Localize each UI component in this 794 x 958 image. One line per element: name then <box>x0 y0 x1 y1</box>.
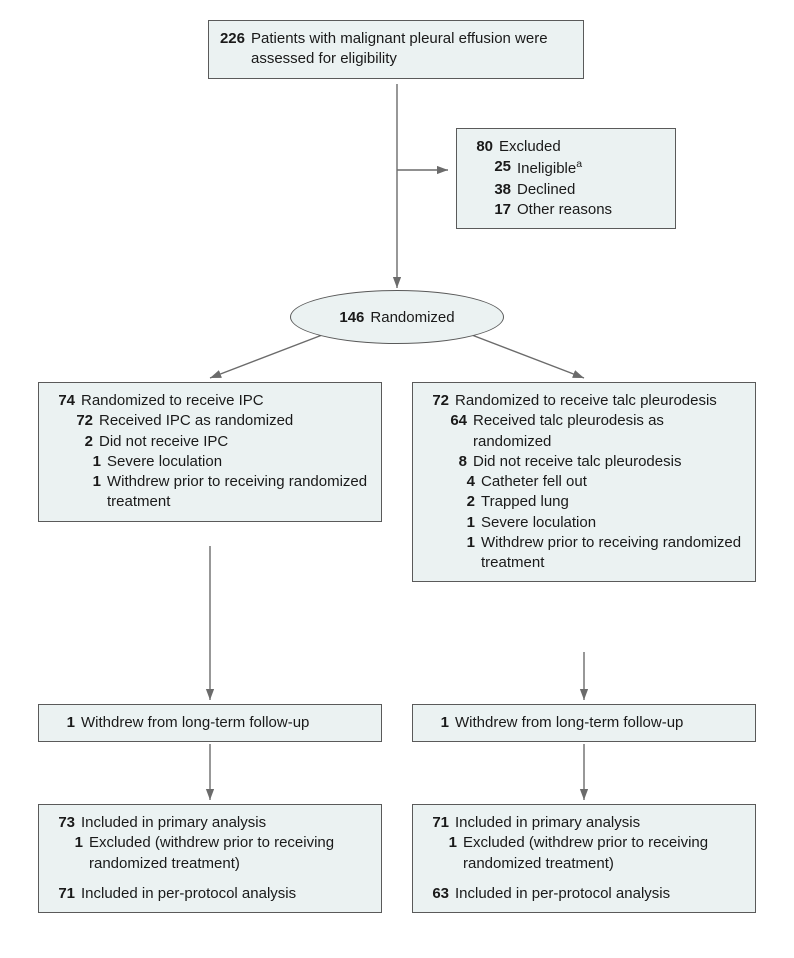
right-primary-n: 71 <box>423 813 455 833</box>
right-pp-n: 63 <box>423 884 455 904</box>
left-excluded-n: 1 <box>67 833 89 874</box>
right-excluded-n: 1 <box>441 833 463 874</box>
assessed-text: Patients with malignant pleural effusion… <box>251 29 573 70</box>
excluded-item-n: 38 <box>485 180 517 200</box>
right-main-n: 72 <box>423 391 455 411</box>
randomized-label: Randomized <box>370 309 454 326</box>
right-sub-n: 8 <box>441 452 473 472</box>
assessed-box: 226 Patients with malignant pleural effu… <box>208 20 584 79</box>
right-sub2-label: Trapped lung <box>481 492 745 512</box>
right-sub-n: 64 <box>441 411 473 452</box>
right-sub2-n: 2 <box>459 492 481 512</box>
right-withdrew-label: Withdrew from long-term follow-up <box>455 713 745 733</box>
excluded-box: 80 Excluded 25 Ineligiblea 38 Declined 1… <box>456 128 676 229</box>
left-sub-label: Did not receive IPC <box>99 432 371 452</box>
randomized-ellipse: 146 Randomized <box>290 290 504 344</box>
right-withdrew-n: 1 <box>423 713 455 733</box>
right-sub2-n: 1 <box>459 533 481 574</box>
left-withdrew-n: 1 <box>49 713 81 733</box>
randomized-n: 146 <box>339 309 370 326</box>
left-pp-label: Included in per-protocol analysis <box>81 884 371 904</box>
right-sub2-label: Catheter fell out <box>481 472 745 492</box>
right-analysis-box: 71 Included in primary analysis 1 Exclud… <box>412 804 756 913</box>
left-sub2-n: 1 <box>85 452 107 472</box>
right-main-box: 72 Randomized to receive talc pleurodesi… <box>412 382 756 582</box>
left-primary-n: 73 <box>49 813 81 833</box>
left-excluded-label: Excluded (withdrew prior to receiving ra… <box>89 833 371 874</box>
left-analysis-box: 73 Included in primary analysis 1 Exclud… <box>38 804 382 913</box>
right-sub2-n: 4 <box>459 472 481 492</box>
excluded-item-label: Declined <box>517 180 665 200</box>
excluded-label: Excluded <box>499 137 665 157</box>
left-sub2-label: Severe loculation <box>107 452 371 472</box>
left-sub-label: Received IPC as randomized <box>99 411 371 431</box>
left-main-label: Randomized to receive IPC <box>81 391 371 411</box>
excluded-item-n: 25 <box>485 157 517 179</box>
excluded-item-n: 17 <box>485 200 517 220</box>
excluded-item-label: Other reasons <box>517 200 665 220</box>
excluded-item-label: Ineligiblea <box>517 157 665 179</box>
left-sub2-n: 1 <box>85 472 107 513</box>
left-sub-n: 72 <box>67 411 99 431</box>
right-main-label: Randomized to receive talc pleurodesis <box>455 391 745 411</box>
left-sub2-label: Withdrew prior to receiving randomized t… <box>107 472 371 513</box>
left-primary-label: Included in primary analysis <box>81 813 371 833</box>
left-pp-n: 71 <box>49 884 81 904</box>
right-sub-label: Did not receive talc pleurodesis <box>473 452 745 472</box>
right-sub2-label: Withdrew prior to receiving randomized t… <box>481 533 745 574</box>
right-withdrew-box: 1 Withdrew from long-term follow-up <box>412 704 756 742</box>
left-main-box: 74 Randomized to receive IPC 72 Received… <box>38 382 382 522</box>
right-pp-label: Included in per-protocol analysis <box>455 884 745 904</box>
right-sub2-n: 1 <box>459 513 481 533</box>
left-sub-n: 2 <box>67 432 99 452</box>
left-withdrew-label: Withdrew from long-term follow-up <box>81 713 371 733</box>
right-excluded-label: Excluded (withdrew prior to receiving ra… <box>463 833 745 874</box>
right-sub2-label: Severe loculation <box>481 513 745 533</box>
left-main-n: 74 <box>49 391 81 411</box>
right-sub-label: Received talc pleurodesis as randomized <box>473 411 745 452</box>
assessed-n: 226 <box>219 29 251 70</box>
left-withdrew-box: 1 Withdrew from long-term follow-up <box>38 704 382 742</box>
right-primary-label: Included in primary analysis <box>455 813 745 833</box>
excluded-n: 80 <box>467 137 499 157</box>
